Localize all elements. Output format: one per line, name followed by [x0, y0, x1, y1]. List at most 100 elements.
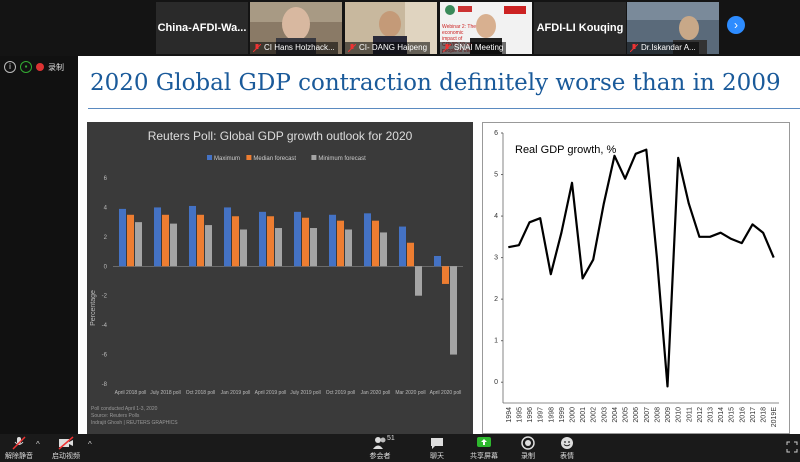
participant-strip: China-AFDI-Wa... CI Hans Holzhack...	[0, 0, 800, 56]
title-divider	[88, 108, 800, 109]
bar-minimum-forecast	[345, 229, 352, 267]
participant-tile[interactable]: CI- DANG Haipeng	[345, 2, 437, 54]
y-tick-label: 4	[104, 205, 108, 211]
bar-maximum	[154, 207, 161, 267]
mic-muted-icon	[253, 44, 261, 52]
share-status-bar: i ▪ 录制	[0, 56, 78, 78]
recording-dot-icon	[36, 63, 44, 71]
record-button[interactable]: 录制	[515, 434, 541, 462]
legend-label: Minimum forecast	[318, 156, 366, 162]
bar-median-forecast	[267, 216, 274, 267]
mic-muted-icon	[12, 435, 26, 450]
info-icon[interactable]: i	[4, 61, 16, 73]
participant-tile[interactable]: China-AFDI-Wa...	[156, 2, 248, 54]
participant-name: China-AFDI-Wa...	[157, 22, 247, 34]
x-tick-label: 2006	[633, 407, 640, 423]
bar-median-forecast	[442, 266, 449, 284]
reuters-poll-chart-svg: Reuters Poll: Global GDP growth outlook …	[90, 129, 463, 426]
reaction-smiley-icon	[561, 436, 573, 449]
participant-label: CI Hans Holzhack...	[250, 42, 338, 54]
bar-maximum	[259, 211, 266, 267]
share-screen-icon	[477, 436, 491, 447]
y-tick-label: 3	[494, 255, 498, 262]
x-tick-label: 1998	[548, 407, 555, 423]
bar-minimum-forecast	[170, 223, 177, 267]
legend-swatch	[246, 155, 252, 160]
x-tick-label: 2002	[591, 407, 598, 423]
meeting-toolbar: 解除静音 ^ 启动视频 ^ 参会者 51 聊天 共享屏幕 录制 表情	[0, 434, 800, 462]
participant-label: SNAI Meeting	[440, 42, 507, 54]
bar-median-forecast	[197, 214, 204, 267]
x-tick-label: 2000	[570, 407, 577, 423]
x-tick-label: Jan 2019 poll	[221, 390, 251, 396]
legend-label: Median forecast	[253, 156, 296, 162]
video-off-icon	[58, 435, 74, 450]
shared-slide: 2020 Global GDP contraction definitely w…	[78, 56, 800, 434]
bar-median-forecast	[407, 242, 414, 267]
x-tick-label: 2003	[601, 407, 608, 423]
bar-minimum-forecast	[380, 232, 387, 267]
participant-tile[interactable]: Dr.Iskandar A...	[627, 2, 719, 54]
x-tick-label: 2012	[697, 407, 704, 423]
participants-icon	[373, 436, 386, 449]
bar-maximum	[399, 226, 406, 267]
next-participants-button[interactable]: ›	[727, 16, 745, 34]
x-tick-label: 2018	[761, 407, 768, 423]
x-tick-label: 2001	[580, 407, 587, 423]
bar-maximum	[119, 208, 126, 267]
record-icon	[521, 435, 535, 450]
bar-minimum-forecast	[240, 229, 247, 267]
x-tick-label: April 2018 poll	[115, 390, 147, 396]
participant-name: AFDI-LI Kouqing	[536, 22, 624, 34]
lock-icon[interactable]: ▪	[20, 61, 32, 73]
real-gdp-chart: 0 1 2 3 4 5 6 Real GDP growth, % 1994 1995 1996 199…	[482, 122, 790, 434]
bar-minimum-forecast	[310, 228, 317, 267]
participants-button[interactable]: 参会者 51	[369, 435, 395, 460]
x-tick-label: April 2019 poll	[255, 390, 287, 396]
participant-tile[interactable]: CI Hans Holzhack...	[250, 2, 342, 54]
x-tick-label: Oct 2019 poll	[326, 390, 355, 396]
reactions-button[interactable]: 表情	[554, 434, 580, 462]
y-tick-label: -6	[102, 353, 108, 359]
y-tick-label: -8	[102, 382, 108, 388]
recording-label: 录制	[48, 62, 64, 72]
legend-swatch	[207, 155, 212, 160]
x-tick-label: Oct 2018 poll	[186, 390, 215, 396]
x-tick-label: 1997	[538, 407, 545, 423]
legend-swatch	[311, 155, 317, 160]
bar-maximum	[434, 255, 441, 267]
bar-minimum-forecast	[275, 228, 282, 267]
bar-minimum-forecast	[450, 266, 457, 355]
x-tick-label: 2016	[739, 407, 746, 423]
x-tick-label: 2019E	[771, 407, 778, 428]
source-note: Source: Reuters Polls	[91, 413, 140, 419]
video-options-caret-icon[interactable]: ^	[88, 440, 92, 449]
fullscreen-icon[interactable]	[786, 441, 798, 453]
reuters-poll-chart: Reuters Poll: Global GDP growth outlook …	[87, 122, 473, 434]
start-video-button[interactable]: 启动视频	[48, 434, 84, 462]
share-screen-button[interactable]: 共享屏幕	[467, 434, 501, 462]
unmute-button[interactable]: 解除静音	[2, 434, 36, 462]
audio-options-caret-icon[interactable]: ^	[36, 440, 40, 449]
x-tick-label: 1996	[527, 407, 534, 423]
x-tick-label: April 2020 poll	[430, 390, 462, 396]
participant-tile[interactable]: AFDI-LI Kouqing	[534, 2, 626, 54]
legend-label: Maximum	[214, 156, 240, 162]
chat-icon	[431, 437, 443, 449]
bar-minimum-forecast	[135, 222, 142, 267]
y-tick-label: 0	[104, 264, 108, 270]
chat-button[interactable]: 聊天	[423, 434, 451, 462]
participant-tile[interactable]: Webinar 2: The economic impact of COVID-…	[440, 2, 532, 54]
x-tick-label: 2010	[676, 407, 683, 423]
x-tick-label: 2008	[654, 407, 661, 423]
y-tick-label: 6	[494, 130, 498, 137]
chart-title: Reuters Poll: Global GDP growth outlook …	[148, 129, 413, 143]
x-tick-label: July 2019 poll	[290, 390, 321, 396]
real-gdp-chart-svg: 0 1 2 3 4 5 6 Real GDP growth, % 1994 1995 1996 199…	[494, 130, 779, 428]
chart-title: Real GDP growth, %	[515, 144, 617, 156]
bar-median-forecast	[372, 220, 379, 267]
x-tick-label: 1999	[559, 407, 566, 423]
bar-minimum-forecast	[205, 225, 212, 267]
x-tick-label: 2017	[750, 407, 757, 423]
gdp-growth-line	[508, 148, 775, 388]
